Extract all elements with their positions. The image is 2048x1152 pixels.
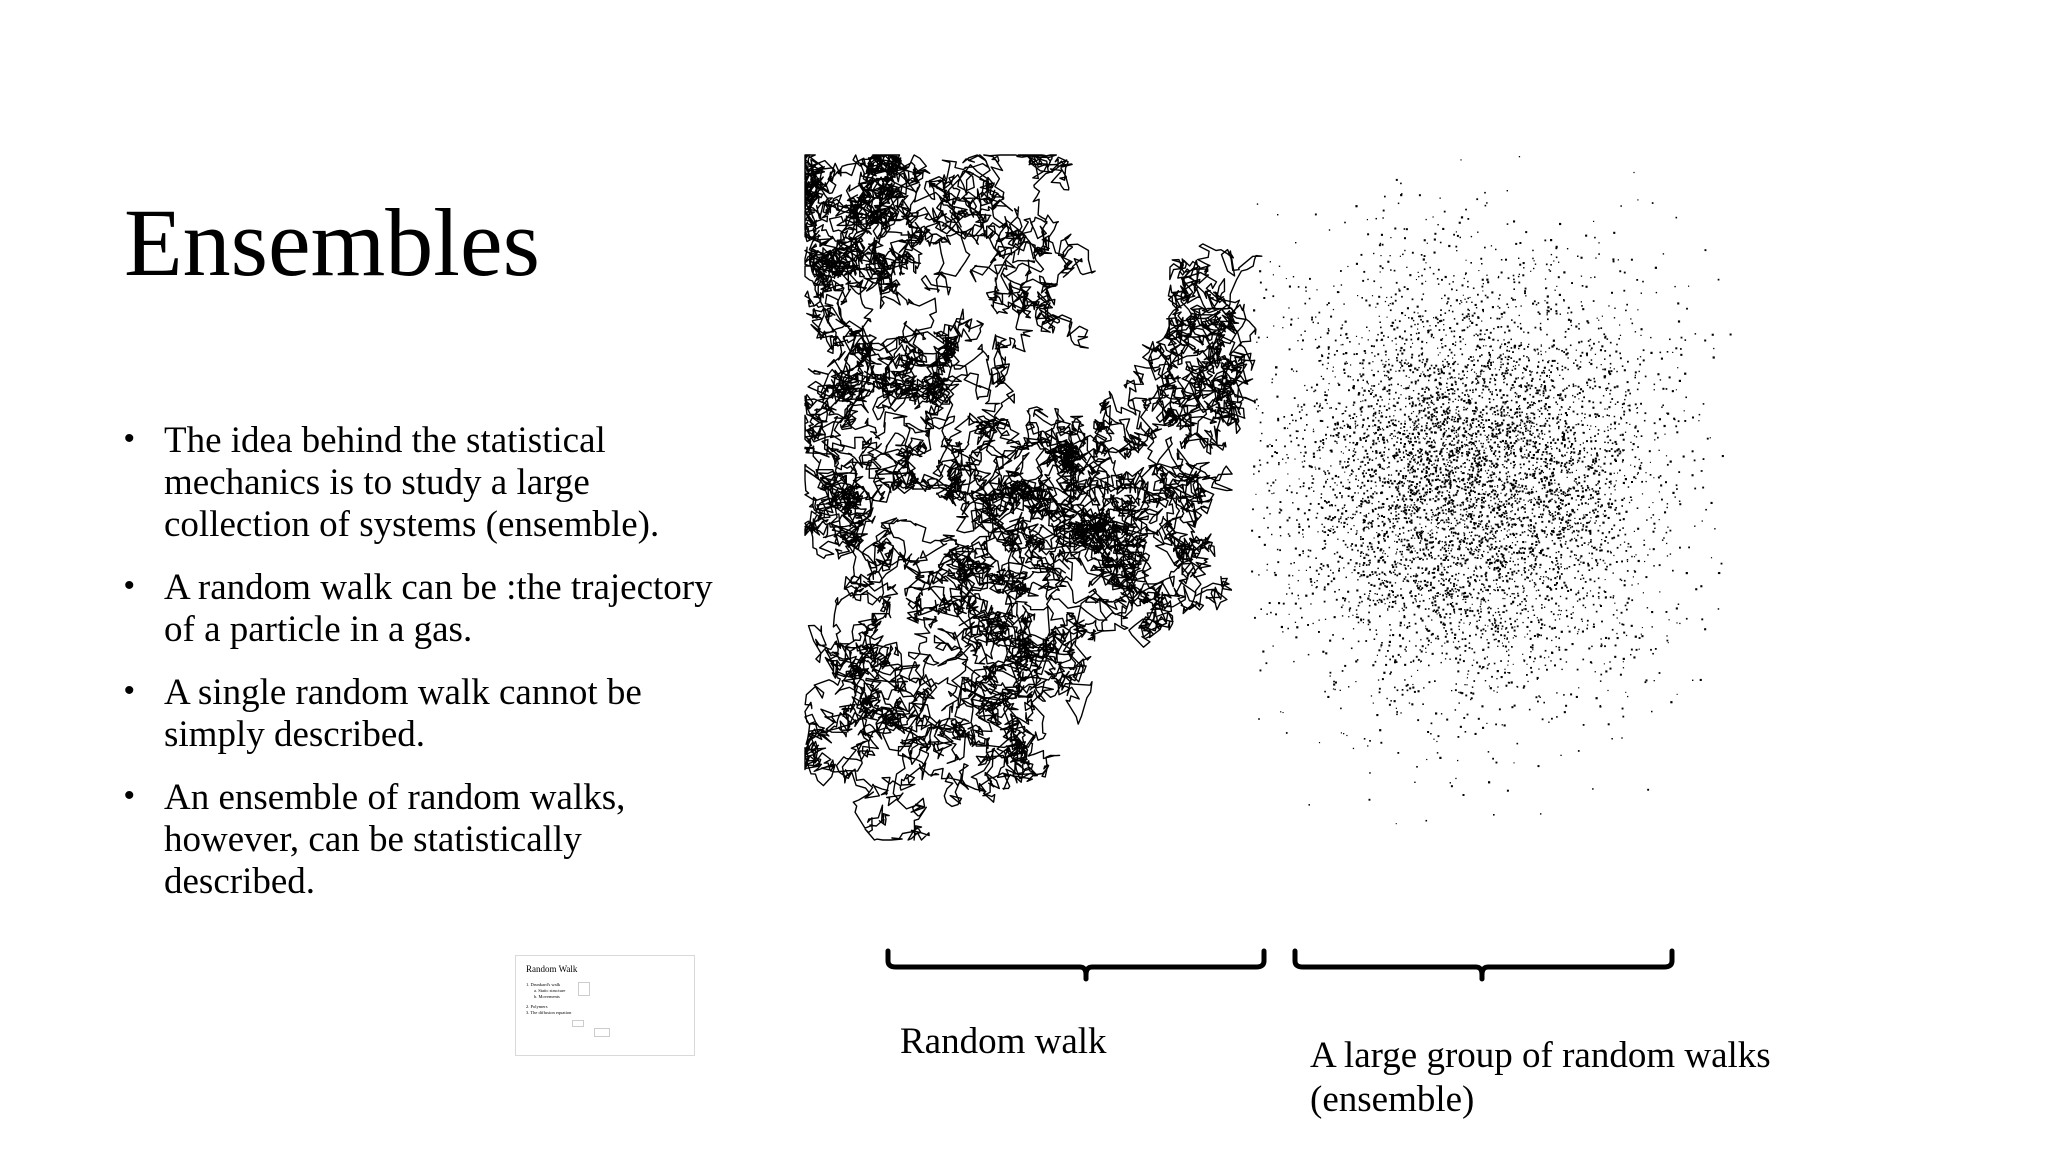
thumbnail-image-placeholder bbox=[594, 1028, 610, 1037]
thumbnail-image-placeholder bbox=[572, 1020, 584, 1027]
thumbnail-item: 1. Drunkard's walk bbox=[526, 982, 561, 987]
thumbnail-item: 2. Polymers bbox=[526, 1004, 548, 1009]
ensemble-scatter bbox=[1251, 156, 1732, 825]
caption-ensemble: A large group of random walks (ensemble) bbox=[1310, 1034, 1771, 1122]
thumbnail-title: Random Walk bbox=[526, 964, 578, 974]
bracket-random-walk bbox=[885, 948, 1267, 982]
random-walk-figure bbox=[804, 154, 1732, 841]
thumbnail-item: 3. The diffusion equation bbox=[526, 1010, 572, 1015]
thumbnail-image-placeholder bbox=[578, 982, 590, 996]
random-walk-trajectory bbox=[804, 154, 1263, 841]
bullet-list: The idea behind the statistical mechanic… bbox=[124, 418, 724, 924]
caption-ensemble-line1: A large group of random walks bbox=[1310, 1035, 1771, 1076]
bracket-ensemble bbox=[1292, 948, 1675, 982]
slide-title: Ensembles bbox=[124, 189, 540, 296]
thumbnail-item: a. Static structure bbox=[534, 988, 566, 993]
bullet-item: A random walk can be :the trajectory of … bbox=[124, 565, 724, 651]
thumbnail-item: b. Movements bbox=[534, 994, 560, 999]
brackets bbox=[885, 948, 1675, 982]
caption-random-walk: Random walk bbox=[900, 1021, 1107, 1062]
bullet-item: A single random walk cannot be simply de… bbox=[124, 670, 724, 756]
slide-thumbnail[interactable]: Random Walk 1. Drunkard's walk a. Static… bbox=[515, 955, 695, 1056]
caption-ensemble-line2: (ensemble) bbox=[1310, 1079, 1475, 1120]
bullet-item: An ensemble of random walks, however, ca… bbox=[124, 775, 724, 903]
bullet-item: The idea behind the statistical mechanic… bbox=[124, 418, 724, 546]
